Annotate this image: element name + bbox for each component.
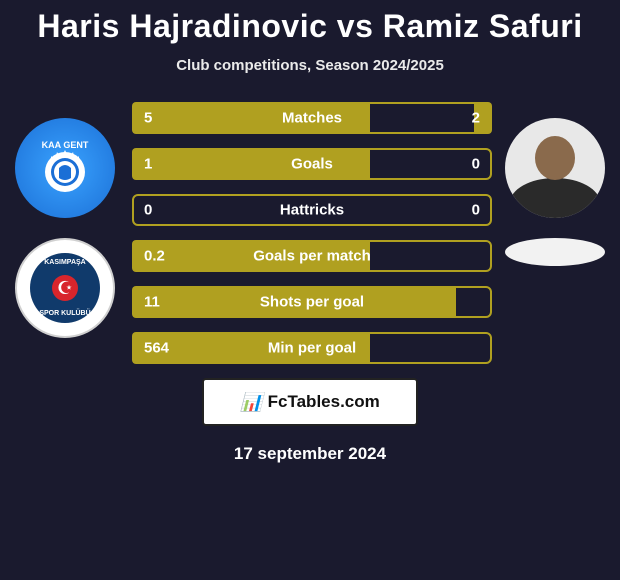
- kaa-gent-icon: KAA GENT: [35, 138, 95, 198]
- stat-label: Goals per match: [253, 248, 371, 265]
- stat-label: Min per goal: [268, 340, 356, 357]
- source-badge[interactable]: 📊 FcTables.com: [202, 378, 418, 426]
- stat-value-right: 0: [472, 202, 480, 219]
- stat-value-left: 564: [144, 340, 169, 357]
- stat-label: Shots per goal: [260, 294, 364, 311]
- snapshot-date: 17 september 2024: [0, 444, 620, 464]
- player-photo-safuri: [505, 118, 605, 218]
- kasimpasa-label-top: KASIMPAŞA: [30, 259, 100, 266]
- stat-value-left: 11: [144, 294, 160, 311]
- source-label: FcTables.com: [268, 392, 380, 412]
- stat-row: 11 Shots per goal: [132, 286, 492, 318]
- stat-row: 5 Matches 2: [132, 102, 492, 134]
- stat-bar-left-fill: [132, 148, 370, 180]
- page-title: Haris Hajradinovic vs Ramiz Safuri: [0, 8, 620, 45]
- stat-value-right: 2: [472, 110, 480, 127]
- stat-label: Goals: [291, 156, 333, 173]
- stat-label: Matches: [282, 110, 342, 127]
- kasimpasa-label-bottom: SPOR KULÜBÜ: [30, 310, 100, 317]
- club-badge-placeholder: [505, 238, 605, 266]
- stat-value-left: 5: [144, 110, 152, 127]
- stat-row: 0 Hattricks 0: [132, 194, 492, 226]
- page-subtitle: Club competitions, Season 2024/2025: [0, 57, 620, 74]
- stats-bars: 5 Matches 2 1 Goals 0 0 Hattricks 0 0.2 Goals per …: [132, 102, 492, 364]
- stat-row: 1 Goals 0: [132, 148, 492, 180]
- stat-value-right: 0: [472, 156, 480, 173]
- turkey-flag-icon: ☪: [52, 275, 78, 301]
- svg-text:KAA GENT: KAA GENT: [42, 140, 89, 150]
- stat-value-left: 0: [144, 202, 152, 219]
- stat-row: 564 Min per goal: [132, 332, 492, 364]
- stat-value-left: 0.2: [144, 248, 165, 265]
- stat-value-left: 1: [144, 156, 152, 173]
- right-player-badges: [500, 118, 610, 266]
- club-badge-kaa-gent: KAA GENT: [15, 118, 115, 218]
- fctables-logo-icon: 📊: [240, 392, 261, 413]
- left-player-badges: KAA GENT KASIMPAŞA ☪ SPOR KULÜBÜ: [10, 118, 120, 358]
- club-badge-kasimpasa: KASIMPAŞA ☪ SPOR KULÜBÜ: [15, 238, 115, 338]
- comparison-card: Haris Hajradinovic vs Ramiz Safuri Club …: [0, 0, 620, 580]
- stat-label: Hattricks: [280, 202, 344, 219]
- stat-row: 0.2 Goals per match: [132, 240, 492, 272]
